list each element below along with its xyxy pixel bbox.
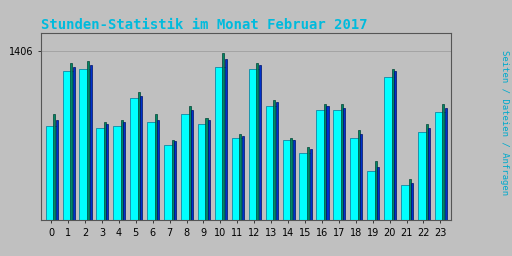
Bar [324,104,326,256]
Bar [333,110,345,256]
Bar [181,114,192,256]
Bar [249,69,260,256]
Bar [445,108,447,256]
Bar [239,134,241,256]
Bar [259,65,261,256]
Bar [53,114,55,256]
Bar [375,161,377,256]
Bar [130,98,141,256]
Bar [188,106,190,256]
Bar [360,134,362,256]
Bar [327,106,329,256]
Bar [225,59,227,256]
Bar [394,71,396,256]
Bar [113,126,124,256]
Bar [215,67,226,256]
Bar [367,171,378,256]
Bar [106,124,109,256]
Bar [232,137,243,256]
Bar [409,179,411,256]
Bar [358,130,360,256]
Bar [70,63,72,256]
Bar [208,120,210,256]
Bar [273,100,275,256]
Bar [121,120,123,256]
Text: Stunden-Statistik im Monat Februar 2017: Stunden-Statistik im Monat Februar 2017 [41,18,368,32]
Bar [418,132,429,256]
Bar [73,67,75,256]
Bar [341,104,343,256]
Text: Seiten / Dateien / Anfragen: Seiten / Dateien / Anfragen [500,50,509,195]
Bar [140,96,142,256]
Bar [147,122,158,256]
Bar [442,104,444,256]
Bar [276,102,278,256]
Bar [104,122,106,256]
Bar [293,140,295,256]
Bar [425,124,428,256]
Bar [428,128,430,256]
Bar [316,110,328,256]
Bar [242,136,244,256]
Bar [198,124,209,256]
Bar [174,142,176,256]
Bar [191,110,193,256]
Bar [300,153,310,256]
Bar [155,114,157,256]
Bar [384,77,395,256]
Bar [157,120,159,256]
Bar [377,167,379,256]
Bar [350,137,361,256]
Bar [256,63,258,256]
Bar [164,145,175,256]
Bar [90,65,92,256]
Bar [123,122,125,256]
Bar [392,69,394,256]
Bar [62,71,74,256]
Bar [435,112,446,256]
Bar [46,126,57,256]
Bar [283,140,293,256]
Bar [290,137,292,256]
Bar [56,120,58,256]
Bar [205,118,207,256]
Bar [411,183,413,256]
Bar [266,106,276,256]
Bar [401,185,412,256]
Bar [307,147,309,256]
Bar [344,108,346,256]
Bar [79,69,91,256]
Bar [138,92,140,256]
Bar [96,128,108,256]
Bar [310,149,312,256]
Bar [222,53,224,256]
Bar [172,140,174,256]
Bar [87,61,89,256]
